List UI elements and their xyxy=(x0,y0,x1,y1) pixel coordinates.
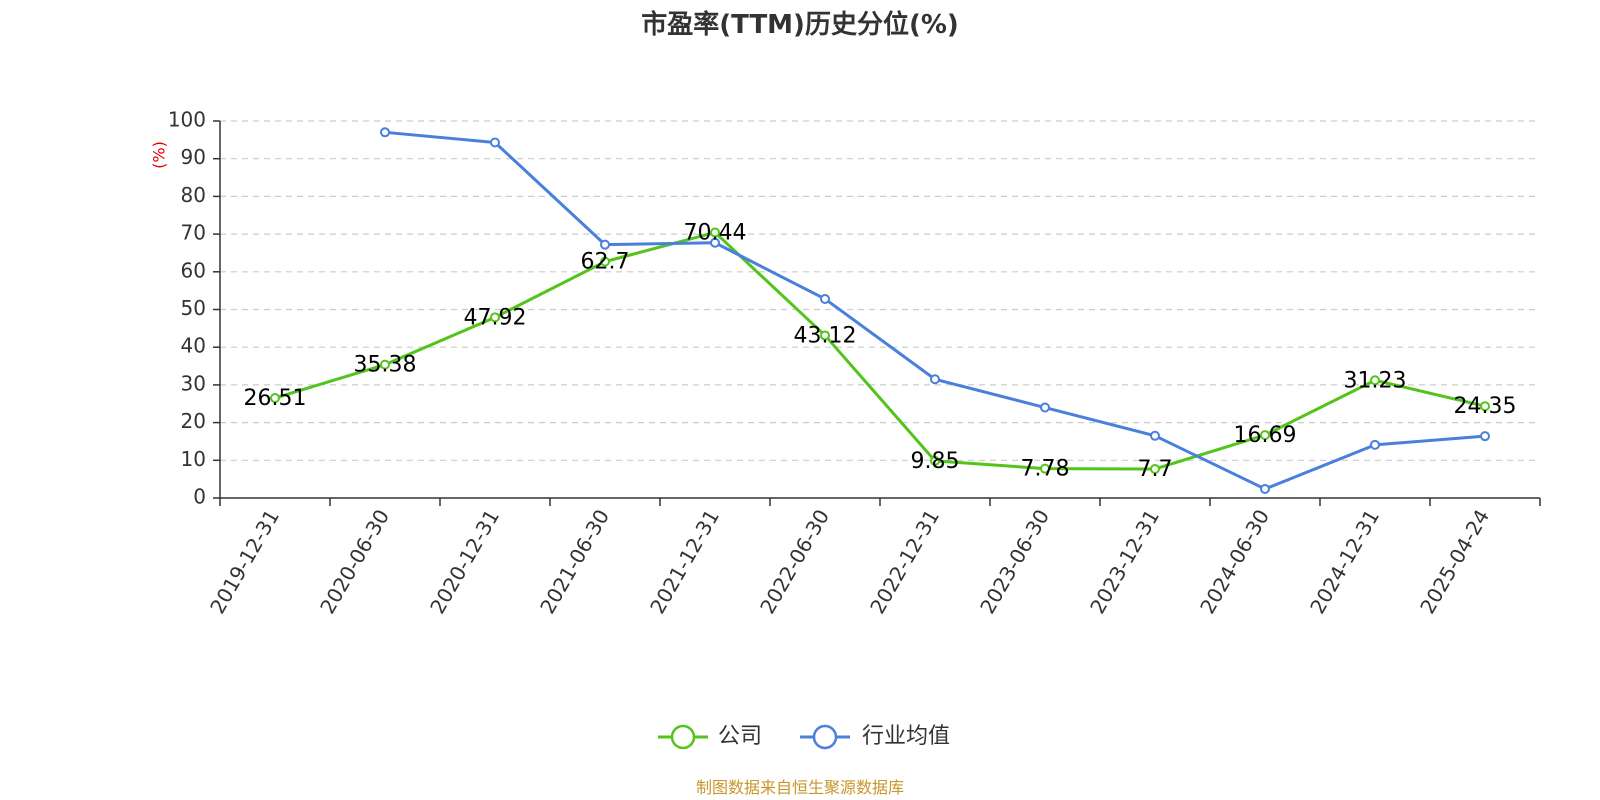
x-tick-label: 2020-12-31 xyxy=(425,505,504,618)
data-point xyxy=(1040,402,1050,413)
x-tick-label: 2022-12-31 xyxy=(865,505,944,618)
y-tick-label: 0 xyxy=(193,485,206,509)
legend-item-company[interactable]: 公司 xyxy=(658,724,762,750)
source-note: 制图数据来自恒生聚源数据库 xyxy=(696,778,904,797)
data-point xyxy=(820,330,830,341)
x-tick-label: 2023-12-31 xyxy=(1085,505,1164,618)
data-label: 16.69 xyxy=(1234,423,1297,448)
data-label: 9.85 xyxy=(911,449,960,474)
data-point xyxy=(1370,439,1380,450)
data-point xyxy=(930,455,940,466)
data-point xyxy=(600,239,610,250)
x-tick-label: 2022-06-30 xyxy=(755,505,834,618)
data-point xyxy=(490,137,500,148)
legend-label: 公司 xyxy=(718,724,762,749)
data-label: 62.7 xyxy=(581,250,630,275)
x-tick-label: 2025-04-24 xyxy=(1415,505,1494,618)
x-tick-label: 2021-06-30 xyxy=(535,505,614,618)
data-point xyxy=(1150,463,1160,474)
data-label: 7.7 xyxy=(1138,457,1173,482)
legend-marker xyxy=(812,724,838,750)
data-label: 24.35 xyxy=(1454,394,1517,419)
data-label: 7.78 xyxy=(1021,457,1070,482)
y-tick-label: 30 xyxy=(181,371,206,395)
data-label: 31.23 xyxy=(1344,368,1407,393)
data-labels: 26.51 35.38 47.92 62.7 70.44 43.12 9.85 7.78 7.7… xyxy=(244,220,1517,482)
y-axis-label: (%) xyxy=(150,141,169,169)
data-point xyxy=(1370,375,1380,386)
series-lines xyxy=(270,127,1490,494)
data-point xyxy=(1480,431,1490,442)
data-point xyxy=(820,293,830,304)
data-point xyxy=(1040,463,1050,474)
y-tick-label: 20 xyxy=(181,409,206,433)
data-label: 47.92 xyxy=(464,305,527,330)
x-tick-label: 2024-12-31 xyxy=(1305,505,1384,618)
legend-item-industry-average[interactable]: 行业均值 xyxy=(800,724,950,750)
y-tick-label: 70 xyxy=(181,221,206,245)
x-tick-label: 2021-12-31 xyxy=(645,505,724,618)
data-point xyxy=(1260,430,1270,441)
y-tick-label: 80 xyxy=(181,183,206,207)
data-point xyxy=(710,227,720,238)
chart-title: 市盈率(TTM)历史分位(%) xyxy=(641,9,959,40)
series-line xyxy=(274,230,1486,471)
data-point xyxy=(1480,401,1490,412)
data-label: 70.44 xyxy=(684,220,747,245)
y-tick-label: 40 xyxy=(181,334,206,358)
series-company xyxy=(270,227,1490,474)
legend[interactable]: 公司 行业均值 xyxy=(658,724,950,750)
data-point xyxy=(380,127,390,138)
data-point xyxy=(490,312,500,323)
x-tick-label: 2023-06-30 xyxy=(975,505,1054,618)
data-point xyxy=(380,359,390,370)
data-point xyxy=(1150,430,1160,441)
y-tick-label: 90 xyxy=(181,145,206,169)
data-point xyxy=(710,237,720,248)
grid-lines xyxy=(220,120,1540,461)
y-tick-label: 60 xyxy=(181,258,206,282)
series-line xyxy=(384,130,1486,491)
x-tick-label: 2020-06-30 xyxy=(315,505,394,618)
x-tick-label: 2019-12-31 xyxy=(205,505,284,618)
y-tick-label: 100 xyxy=(168,108,206,132)
x-tick-label: 2024-06-30 xyxy=(1195,505,1274,618)
data-label: 43.12 xyxy=(794,323,857,348)
data-label: 26.51 xyxy=(244,386,307,411)
data-point xyxy=(1260,483,1270,494)
y-tick-label: 50 xyxy=(181,296,206,320)
data-point xyxy=(270,393,280,404)
legend-label: 行业均值 xyxy=(862,724,950,749)
legend-marker xyxy=(670,724,696,750)
series-industry-average xyxy=(380,127,1490,494)
data-point xyxy=(930,374,940,385)
y-tick-label: 10 xyxy=(181,447,206,471)
data-point xyxy=(600,256,610,267)
data-label: 35.38 xyxy=(354,353,417,378)
